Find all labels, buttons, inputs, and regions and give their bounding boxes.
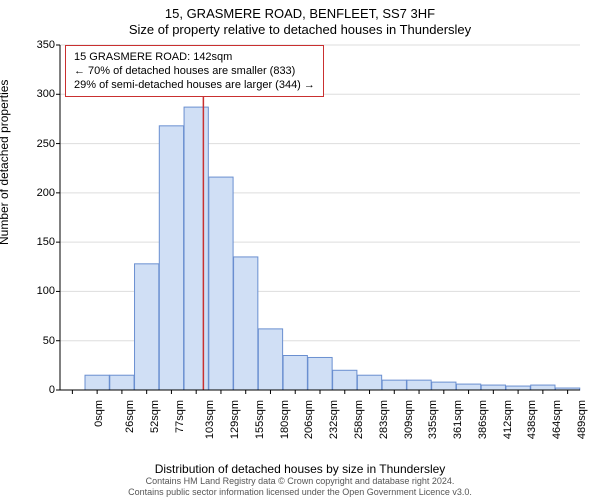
y-tick-label: 150 (37, 236, 55, 248)
x-tick-label: 52sqm (149, 400, 161, 433)
x-tick-label: 0sqm (93, 400, 105, 427)
histogram-bar (234, 257, 258, 390)
chart-title-subtitle: Size of property relative to detached ho… (0, 22, 600, 37)
x-tick-label: 283sqm (378, 400, 390, 439)
x-tick-label: 206sqm (304, 400, 316, 439)
y-tick-label: 0 (49, 384, 55, 396)
info-line-3: 29% of semi-detached houses are larger (… (74, 78, 315, 92)
x-tick-label: 232sqm (328, 400, 340, 439)
x-tick-label: 155sqm (254, 400, 266, 439)
histogram-bar (283, 356, 307, 391)
footer-line-1: Contains HM Land Registry data © Crown c… (0, 476, 600, 487)
y-tick-label: 300 (37, 88, 55, 100)
x-axis-label: Distribution of detached houses by size … (0, 462, 600, 476)
histogram-bar (382, 380, 406, 390)
histogram-bar (85, 375, 109, 390)
x-tick-label: 386sqm (477, 400, 489, 439)
y-tick-label: 350 (37, 39, 55, 51)
x-tick-label: 412sqm (502, 400, 514, 439)
info-box: 15 GRASMERE ROAD: 142sqm ← 70% of detach… (65, 45, 324, 97)
x-tick-label: 77sqm (174, 400, 186, 433)
x-tick-label: 438sqm (526, 400, 538, 439)
y-tick-label: 200 (37, 187, 55, 199)
histogram-chart: 15, GRASMERE ROAD, BENFLEET, SS7 3HF Siz… (0, 0, 600, 500)
histogram-bar (432, 382, 456, 390)
info-line-2: ← 70% of detached houses are smaller (83… (74, 64, 315, 78)
histogram-bar (184, 107, 208, 390)
y-tick-label: 100 (37, 285, 55, 297)
histogram-bar (209, 177, 233, 390)
histogram-bar (258, 329, 282, 390)
histogram-bar (531, 385, 555, 390)
x-tick-label: 180sqm (279, 400, 291, 439)
info-line-1: 15 GRASMERE ROAD: 142sqm (74, 50, 315, 64)
y-tick-label: 50 (43, 335, 55, 347)
histogram-bar (308, 357, 332, 390)
histogram-bar (333, 370, 357, 390)
histogram-bar (506, 386, 530, 390)
x-tick-label: 489sqm (576, 400, 588, 439)
x-tick-label: 258sqm (353, 400, 365, 439)
x-tick-label: 309sqm (403, 400, 415, 439)
x-tick-label: 335sqm (427, 400, 439, 439)
histogram-bar (135, 264, 159, 390)
y-tick-label: 250 (37, 138, 55, 150)
histogram-bar (481, 385, 505, 390)
x-tick-label: 129sqm (229, 400, 241, 439)
histogram-bar (159, 126, 183, 390)
x-tick-label: 103sqm (205, 400, 217, 439)
histogram-bar (407, 380, 431, 390)
histogram-bar (357, 375, 381, 390)
footer-text: Contains HM Land Registry data © Crown c… (0, 476, 600, 498)
histogram-bar (456, 384, 480, 390)
x-tick-label: 361sqm (452, 400, 464, 439)
footer-line-2: Contains public sector information licen… (0, 487, 600, 498)
x-tick-label: 26sqm (124, 400, 136, 433)
chart-title-address: 15, GRASMERE ROAD, BENFLEET, SS7 3HF (0, 6, 600, 21)
x-tick-label: 464sqm (551, 400, 563, 439)
histogram-bar (110, 375, 134, 390)
y-axis-label: Number of detached properties (0, 80, 11, 245)
